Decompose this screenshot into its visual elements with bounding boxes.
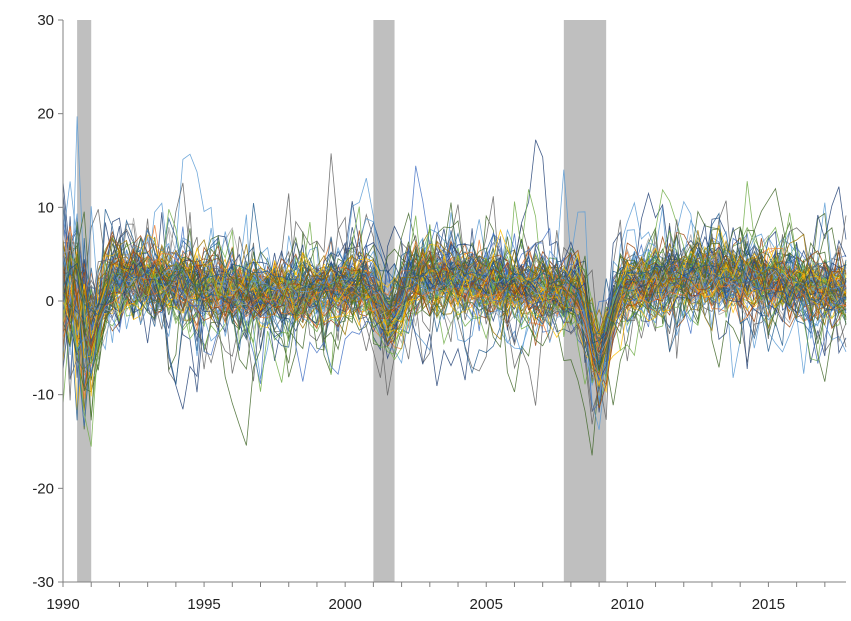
y-tick-labels: -30 -20 -10 0 10 20 30 xyxy=(32,12,54,591)
y-tick-label: 30 xyxy=(37,12,54,29)
x-tick-label: 2000 xyxy=(328,596,361,613)
y-tick-label: -30 xyxy=(32,574,54,591)
series-line xyxy=(62,258,847,365)
x-tick-label: 1995 xyxy=(187,596,220,613)
series-line xyxy=(62,271,847,377)
series-line xyxy=(62,139,847,413)
y-tick-label: -10 xyxy=(32,387,54,404)
series-line xyxy=(62,221,847,421)
series-group xyxy=(62,116,847,456)
x-tick-label: 2015 xyxy=(752,596,785,613)
x-tick-label: 2005 xyxy=(470,596,503,613)
y-tick-label: 10 xyxy=(37,199,54,216)
y-tick-label: 0 xyxy=(46,293,54,310)
series-line xyxy=(62,250,847,409)
series-line xyxy=(62,230,847,343)
x-tick-labels: 1990 1995 2000 2005 2010 2015 xyxy=(46,596,785,613)
series-line xyxy=(62,243,847,382)
x-tick-label: 1990 xyxy=(46,596,79,613)
series-line xyxy=(62,259,847,357)
series-line xyxy=(62,267,847,382)
x-tick-label: 2010 xyxy=(611,596,644,613)
axes-group xyxy=(58,19,846,587)
y-tick-label: 20 xyxy=(37,106,54,123)
y-tick-label: -20 xyxy=(32,480,54,497)
recession-shading-group xyxy=(77,20,607,582)
